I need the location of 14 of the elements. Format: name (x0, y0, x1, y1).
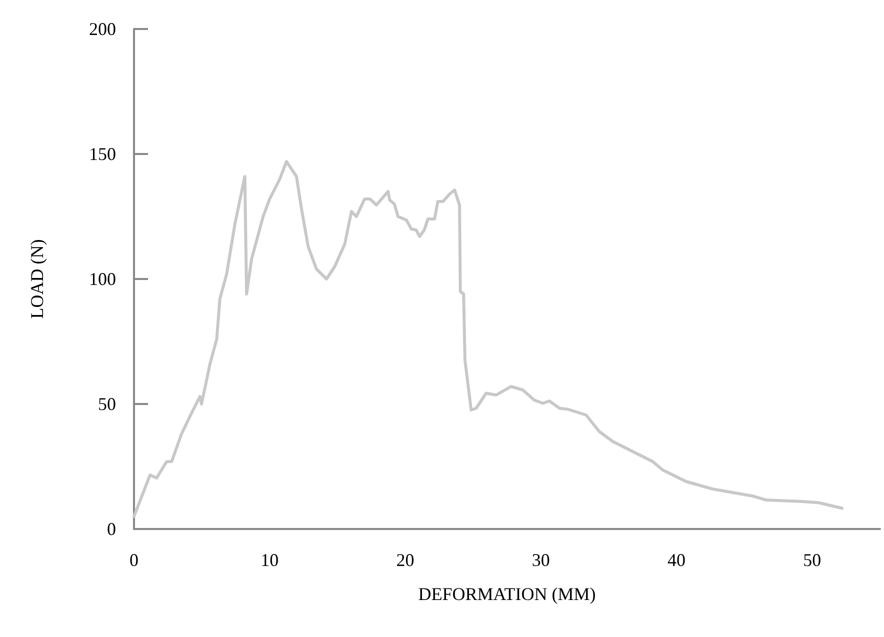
y-tick-label: 200 (89, 19, 116, 39)
y-tick-label: 50 (98, 394, 116, 414)
y-tick-label: 150 (89, 144, 116, 164)
x-tick-label: 50 (803, 550, 822, 570)
line-series (132, 160, 844, 518)
y-tick-label: 0 (107, 519, 116, 539)
x-tick-label: 30 (532, 550, 550, 570)
x-tick-label: 40 (668, 550, 686, 570)
y-axis-title: LOAD (N) (27, 239, 47, 319)
x-tick-label: 0 (130, 550, 138, 570)
y-tick-label: 100 (89, 269, 116, 289)
x-tick-label: 20 (396, 550, 414, 570)
x-tick-label: 10 (260, 550, 279, 570)
x-axis-title: DEFORMATION (MM) (418, 584, 596, 604)
